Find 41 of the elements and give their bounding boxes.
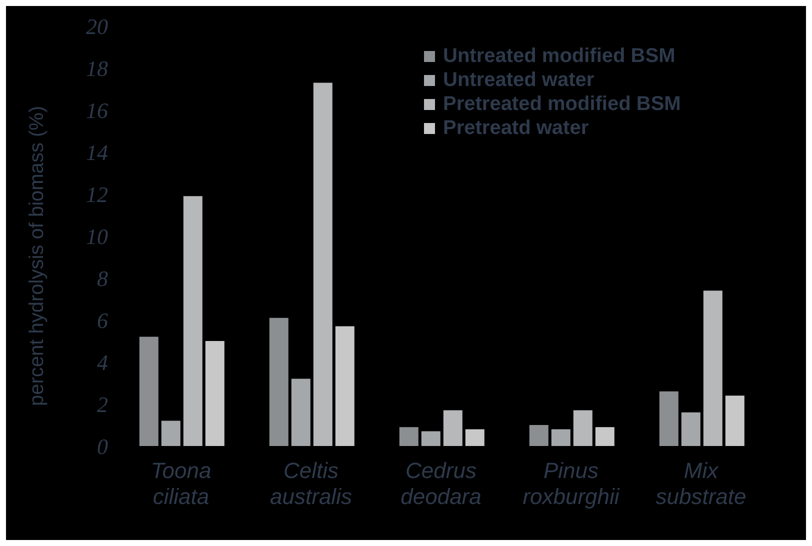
bar (443, 410, 462, 446)
x-tick-label: Pinus roxburghii (522, 458, 620, 509)
bar (465, 429, 484, 446)
bar (421, 431, 440, 446)
bar (183, 196, 202, 446)
y-tick-label: 0 (97, 434, 108, 459)
legend-label: Untreated modified BSM (443, 44, 676, 68)
legend-label: Pretreated modified BSM (443, 92, 681, 116)
bar (573, 410, 592, 446)
bar (551, 429, 570, 446)
bar (399, 427, 418, 446)
bar (139, 336, 158, 446)
legend-label: Pretreatd water (443, 116, 589, 140)
bar (529, 425, 548, 446)
bar (681, 412, 700, 446)
bar (595, 427, 614, 446)
y-axis-title: percent hydrolysis of biomass (%) (26, 106, 48, 406)
x-tick-label: Cedrus deodara (400, 458, 482, 509)
y-tick-label: 2 (97, 392, 108, 417)
y-tick-label: 6 (97, 308, 108, 333)
bar (659, 391, 678, 446)
bar (161, 420, 180, 446)
y-tick-label: 14 (86, 140, 108, 165)
bar (291, 378, 310, 446)
bar (703, 290, 722, 446)
y-tick-label: 10 (86, 224, 108, 249)
y-tick-label: 4 (97, 350, 108, 375)
bar (205, 341, 224, 446)
y-tick-label: 8 (97, 266, 108, 291)
x-tick-label: Celtis australis (270, 458, 352, 509)
x-tick-label: Mix substrate (656, 458, 746, 509)
bar (335, 326, 354, 446)
y-tick-label: 12 (86, 182, 108, 207)
legend-label: Untreated water (443, 68, 594, 92)
bar (269, 318, 288, 446)
x-tick-label: Toona ciliata (150, 458, 212, 509)
bar (313, 82, 332, 446)
bar (725, 396, 744, 446)
y-tick-label: 16 (86, 98, 108, 123)
y-tick-label: 18 (86, 56, 108, 81)
y-tick-label: 20 (86, 14, 108, 39)
